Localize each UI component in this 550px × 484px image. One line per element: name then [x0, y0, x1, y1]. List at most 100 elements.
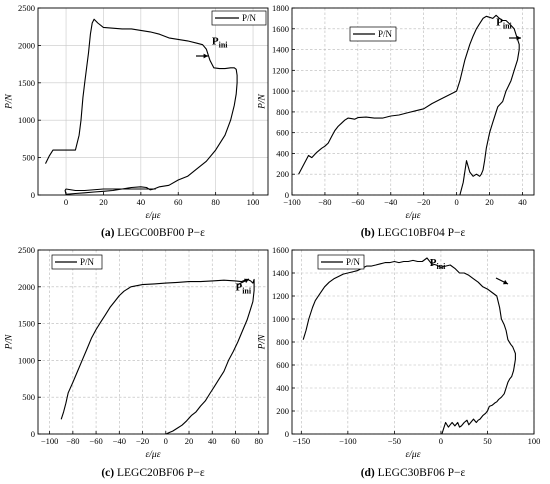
x-tick-label: −150 — [293, 436, 311, 446]
caption-label: (c) — [101, 467, 114, 479]
x-tick-label: 60 — [231, 436, 240, 446]
plot-frame — [291, 7, 535, 196]
x-axis-label: ε/με — [406, 450, 421, 460]
x-tick-label: 80 — [211, 197, 220, 207]
x-tick-label: −20 — [417, 197, 430, 207]
y-tick-label: 200 — [276, 406, 289, 416]
y-tick-label: 1600 — [272, 24, 289, 34]
y-tick-label: 1000 — [18, 355, 35, 365]
x-tick-label: 40 — [137, 197, 146, 207]
y-tick-label: 600 — [276, 128, 289, 138]
y-tick-label: 2500 — [18, 245, 35, 255]
y-axis-label: P/N — [4, 93, 14, 109]
y-tick-label: 200 — [276, 169, 289, 179]
pini-sub: ini — [436, 262, 446, 271]
x-tick-label: −40 — [113, 436, 126, 446]
x-tick-label: 0 — [439, 436, 443, 446]
plot-frame — [37, 249, 269, 435]
caption-label: (d) — [361, 467, 375, 479]
x-tick-label: 0 — [64, 197, 68, 207]
y-tick-label: 1000 — [272, 86, 289, 96]
panel-caption: (b) LEGC10BF04 P−ε — [361, 227, 466, 239]
y-tick-label: 800 — [276, 337, 289, 347]
pini-sub: ini — [503, 22, 513, 31]
series-line-c — [60, 278, 255, 435]
x-axis-label: ε/με — [146, 211, 161, 221]
x-tick-label: −100 — [41, 436, 59, 446]
y-tick-label: 1800 — [272, 3, 289, 13]
x-axis-label: ε/με — [406, 211, 421, 221]
y-tick-label: 600 — [276, 360, 289, 370]
y-tick-label: 400 — [276, 148, 289, 158]
x-tick-label: −40 — [384, 197, 397, 207]
pini-main: P — [430, 257, 437, 269]
y-tick-label: 500 — [22, 392, 35, 402]
legend: P/N — [51, 254, 103, 270]
caption-text: LEGC00BF00 P−ε — [114, 227, 205, 239]
y-tick-label: 0 — [285, 429, 289, 439]
x-tick-label: −60 — [351, 197, 364, 207]
legend: P/N — [349, 26, 397, 42]
x-tick-label: 80 — [254, 436, 263, 446]
pini-arrow-head — [516, 35, 521, 41]
y-axis-label: P/N — [4, 334, 14, 350]
y-tick-label: 2000 — [18, 282, 35, 292]
y-tick-label: 1200 — [272, 291, 289, 301]
pini-sub: ini — [219, 40, 229, 49]
pini-arrow-head — [203, 53, 208, 59]
y-tick-label: 2500 — [18, 3, 35, 13]
x-tick-label: 0 — [455, 197, 459, 207]
y-tick-label: 800 — [276, 107, 289, 117]
y-tick-label: 1400 — [272, 45, 289, 55]
y-tick-label: 1500 — [18, 78, 35, 88]
y-tick-label: 0 — [285, 190, 289, 200]
legend-label: P/N — [378, 29, 393, 39]
pini-annotation: Pini — [430, 257, 446, 271]
x-tick-label: −50 — [388, 436, 401, 446]
pini-annotation: Pini — [235, 281, 251, 295]
x-tick-label: −80 — [66, 436, 79, 446]
series-line-b — [298, 14, 520, 196]
pini-sub: ini — [242, 286, 252, 295]
legend-label: P/N — [346, 257, 361, 267]
pini-main: P — [496, 17, 503, 29]
x-axis-label: ε/με — [146, 450, 161, 460]
y-tick-label: 2000 — [18, 40, 35, 50]
series-line-d — [302, 257, 516, 435]
y-tick-label: 1000 — [18, 115, 35, 125]
x-tick-label: 40 — [518, 197, 527, 207]
y-axis-label: P/N — [257, 334, 267, 350]
legend: P/N — [317, 254, 365, 270]
pini-main: P — [212, 35, 219, 47]
caption-label: (b) — [361, 227, 375, 239]
caption-text: LEGC10BF04 P−ε — [375, 227, 466, 239]
y-axis-label: P/N — [257, 93, 267, 109]
panel-caption: (c) LEGC20BF06 P−ε — [101, 467, 204, 479]
x-tick-label: 20 — [185, 436, 194, 446]
x-tick-label: 40 — [208, 436, 217, 446]
y-tick-label: 0 — [31, 190, 35, 200]
y-tick-label: 0 — [31, 429, 35, 439]
x-tick-label: −80 — [318, 197, 331, 207]
pini-arrow-head — [244, 278, 249, 284]
pini-main: P — [235, 281, 242, 293]
series-line-a — [45, 18, 238, 195]
y-tick-label: 1600 — [272, 245, 289, 255]
pini-annotation: Pini — [496, 17, 512, 31]
panel-caption: (d) LEGC30BF06 P−ε — [361, 467, 466, 479]
x-tick-label: 0 — [164, 436, 168, 446]
x-tick-label: 100 — [247, 197, 260, 207]
x-tick-label: −100 — [339, 436, 357, 446]
chart-panel-b: −100 −80 −60 −40 −20 0 20 400200400600800100012… — [257, 3, 535, 239]
legend: P/N — [211, 10, 267, 26]
chart-panel-a: 0 20 40 60 80 10005001000150020002500ε/μεP/NP… — [4, 3, 269, 239]
x-tick-label: −60 — [89, 436, 102, 446]
x-tick-label: 20 — [99, 197, 108, 207]
y-tick-label: 1400 — [272, 268, 289, 278]
x-tick-label: −100 — [283, 197, 301, 207]
caption-text: LEGC20BF06 P−ε — [114, 467, 205, 479]
x-tick-label: −20 — [136, 436, 149, 446]
chart-panel-c: −100 −80 −60 −40 −20 0 20 40 60 80 0 500 1000 1500 200… — [4, 245, 269, 479]
pini-annotation: Pini — [212, 35, 228, 49]
